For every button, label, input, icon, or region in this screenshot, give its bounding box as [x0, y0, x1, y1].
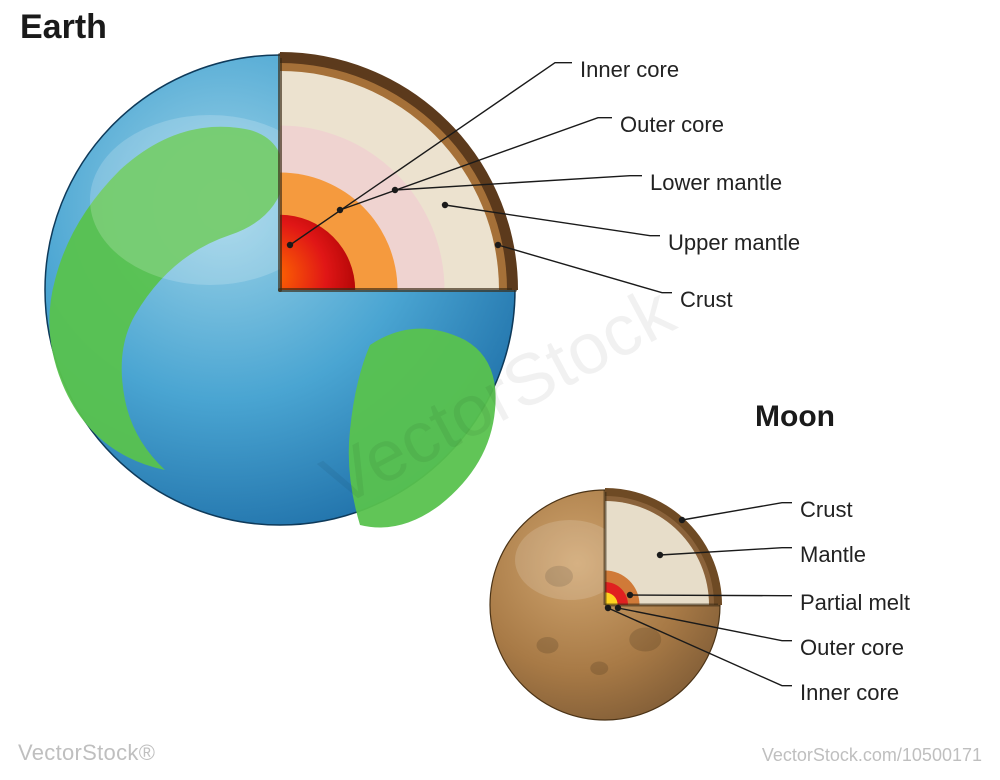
- layer-label: Lower mantle: [650, 170, 782, 195]
- layer-label: Mantle: [800, 542, 866, 567]
- diagram-svg: Inner core Outer core Lower mantle Upper ma…: [0, 0, 1000, 780]
- diagram-stage: Earth Moon Inner coreOuter coreLower man…: [0, 0, 1000, 780]
- layer-label: Outer core: [620, 112, 724, 137]
- watermark-right: VectorStock.com/10500171: [762, 745, 982, 766]
- watermark-left: VectorStock®: [18, 740, 155, 766]
- layer-label: Upper mantle: [668, 230, 800, 255]
- layer-label: Inner core: [800, 680, 899, 705]
- layer-label: Outer core: [800, 635, 904, 660]
- layer-label: Inner core: [580, 57, 679, 82]
- layer-label: Crust: [800, 497, 853, 522]
- layer-label: Crust: [680, 287, 733, 312]
- layer-label: Partial melt: [800, 590, 910, 615]
